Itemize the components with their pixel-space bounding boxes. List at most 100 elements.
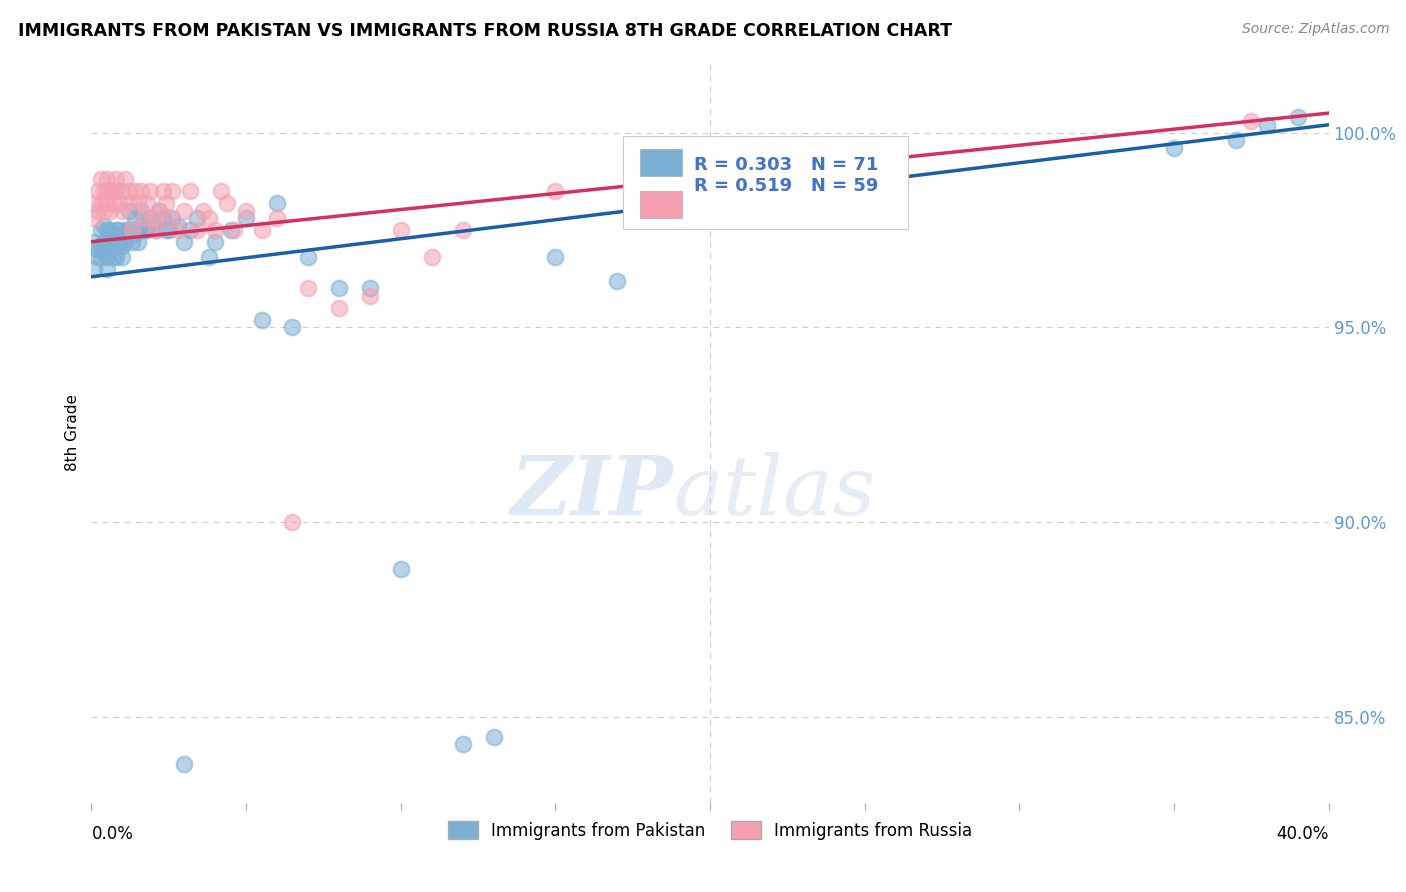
Point <box>155 195 177 210</box>
Text: IMMIGRANTS FROM PAKISTAN VS IMMIGRANTS FROM RUSSIA 8TH GRADE CORRELATION CHART: IMMIGRANTS FROM PAKISTAN VS IMMIGRANTS F… <box>18 22 952 40</box>
Point <box>83 262 105 277</box>
Point <box>482 730 505 744</box>
Point <box>117 223 139 237</box>
Point <box>98 243 121 257</box>
Point <box>173 203 195 218</box>
Point <box>117 195 139 210</box>
Text: atlas: atlas <box>673 452 876 532</box>
Point <box>389 223 412 237</box>
Point <box>129 184 152 198</box>
Point <box>108 223 131 237</box>
Point <box>148 203 170 218</box>
Point <box>1256 118 1278 132</box>
Point <box>1225 133 1247 147</box>
Point <box>266 211 288 226</box>
Point <box>145 223 167 237</box>
Point <box>142 211 165 226</box>
Point <box>86 250 108 264</box>
Point <box>124 211 146 226</box>
Point <box>101 227 124 241</box>
Point <box>179 184 201 198</box>
Point <box>96 223 118 237</box>
Point <box>83 211 105 226</box>
Point <box>98 223 121 237</box>
Point <box>297 281 319 295</box>
Text: R = 0.519   N = 59: R = 0.519 N = 59 <box>695 178 879 195</box>
Point <box>179 223 201 237</box>
Point <box>132 223 155 237</box>
Point <box>83 195 105 210</box>
Point <box>222 223 245 237</box>
Point <box>204 223 226 237</box>
Point <box>167 219 190 233</box>
Point <box>139 184 162 198</box>
Point <box>157 223 180 237</box>
Point <box>281 320 304 334</box>
Point <box>281 515 304 529</box>
Point <box>121 223 143 237</box>
Point <box>105 184 128 198</box>
Point <box>148 203 170 218</box>
Point <box>93 203 115 218</box>
Point <box>160 211 183 226</box>
Point <box>359 281 381 295</box>
Point <box>167 223 190 237</box>
Point <box>121 235 143 249</box>
Point <box>235 203 257 218</box>
Point <box>191 203 214 218</box>
Point <box>96 172 118 186</box>
Y-axis label: 8th Grade: 8th Grade <box>65 394 80 471</box>
Point <box>139 211 162 226</box>
Point <box>105 235 128 249</box>
Point <box>93 235 115 249</box>
FancyBboxPatch shape <box>640 149 682 176</box>
Point <box>96 184 118 198</box>
Point <box>127 235 149 249</box>
Point <box>297 250 319 264</box>
Point <box>108 235 131 249</box>
Point <box>83 235 105 249</box>
Text: 0.0%: 0.0% <box>91 825 134 843</box>
Point <box>90 238 112 252</box>
Point <box>136 223 159 237</box>
Point <box>96 235 118 249</box>
Text: 40.0%: 40.0% <box>1277 825 1329 843</box>
Point <box>90 195 112 210</box>
Point <box>359 289 381 303</box>
Point <box>105 250 128 264</box>
Point <box>204 235 226 249</box>
Point <box>328 301 350 315</box>
Point <box>451 737 474 751</box>
Point <box>111 203 134 218</box>
Point <box>1163 141 1185 155</box>
Point <box>111 238 134 252</box>
Point <box>93 184 115 198</box>
Point <box>114 172 136 186</box>
Point <box>219 223 242 237</box>
Point <box>96 195 118 210</box>
Point <box>124 227 146 241</box>
Point <box>198 250 221 264</box>
Point <box>544 250 567 264</box>
Point <box>173 756 195 771</box>
Point <box>86 184 108 198</box>
Point <box>117 184 139 198</box>
Point <box>124 184 146 198</box>
Text: Source: ZipAtlas.com: Source: ZipAtlas.com <box>1241 22 1389 37</box>
Text: ZIP: ZIP <box>510 452 673 532</box>
Point <box>132 211 155 226</box>
Point <box>90 172 112 186</box>
Point <box>101 250 124 264</box>
Point <box>114 235 136 249</box>
Text: R = 0.303   N = 71: R = 0.303 N = 71 <box>695 156 879 175</box>
Point <box>105 172 128 186</box>
Point <box>98 203 121 218</box>
Point <box>451 223 474 237</box>
Point <box>235 211 257 226</box>
Point <box>217 195 239 210</box>
Point <box>111 184 134 198</box>
Point <box>250 312 273 326</box>
Point <box>155 223 177 237</box>
Point <box>389 562 412 576</box>
Point <box>90 223 112 237</box>
